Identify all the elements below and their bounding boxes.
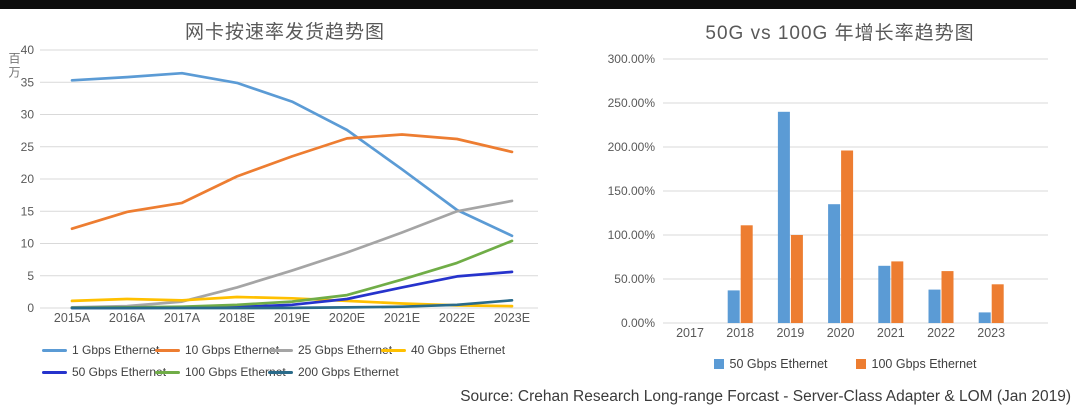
x-tick-label: 2023E [494,311,530,325]
legend-item-200-gbps-ethernet: 200 Gbps Ethernet [268,365,399,379]
legend-swatch-50-gbps-ethernet [42,370,67,374]
y-tick-label: 50.00% [614,272,655,286]
bar-50-gbps-ethernet-2023 [978,312,991,323]
y-tick-label: 20 [21,172,35,186]
legend-swatch-25-gbps-ethernet [268,348,293,352]
y-tick-label: 0.00% [621,316,655,330]
x-tick-label: 2023 [977,326,1005,340]
bar-50-gbps-ethernet-2022 [928,289,941,323]
legend-label: 100 Gbps Ethernet [185,365,286,379]
bar-50-gbps-ethernet-2021 [878,265,891,323]
y-tick-label: 30 [21,108,35,122]
x-tick-label: 2019 [776,326,804,340]
legend-item-10-gbps-ethernet: 10 Gbps Ethernet [155,343,279,357]
legend-swatch-200-gbps-ethernet [268,370,293,374]
line-25-gbps-ethernet [70,199,514,309]
x-tick-label: 2015A [54,311,91,325]
y-tick-label: 40 [21,43,35,57]
legend-label: 200 Gbps Ethernet [298,365,399,379]
bar-50-gbps-ethernet-2019 [777,111,790,323]
legend-label: 100 Gbps Ethernet [871,356,977,371]
legend-swatch-10-gbps-ethernet [155,348,180,352]
y-tick-label: 35 [21,75,35,89]
x-tick-label: 2017A [164,311,201,325]
y-tick-label: 10 [21,237,35,251]
left-chart-title: 网卡按速率发货趋势图 [184,22,385,43]
legend-item-100-gbps-ethernet: 100 Gbps Ethernet [155,365,286,379]
legend-item-100-gbps-ethernet: 100 Gbps Ethernet [855,356,977,371]
legend-swatch-1-gbps-ethernet [42,348,67,352]
bar-100-gbps-ethernet-2021 [891,261,904,323]
x-tick-label: 2021E [384,311,420,325]
x-tick-label: 2017 [676,326,704,340]
legend-item-1-gbps-ethernet: 1 Gbps Ethernet [42,343,159,357]
y-tick-label: 0 [27,301,34,315]
legend-label: 25 Gbps Ethernet [298,343,393,357]
y-tick-label: 100.00% [608,228,656,242]
source-note: Source: Crehan Research Long-range Forca… [460,388,1071,405]
left-chart-y-axis-unit-label: 百万 [7,52,21,80]
line-10-gbps-ethernet [70,133,514,231]
x-tick-label: 2020E [329,311,365,325]
legend-label: 50 Gbps Ethernet [729,356,828,371]
legend-label: 40 Gbps Ethernet [411,343,506,357]
left-chart-legend: 1 Gbps Ethernet 10 Gbps Ethernet 25 Gbps E… [42,343,512,379]
line-1-gbps-ethernet [70,71,514,238]
x-tick-label: 2021 [877,326,905,340]
y-tick-label: 15 [21,204,35,218]
legend-item-40-gbps-ethernet: 40 Gbps Ethernet [381,343,505,357]
right-chart-title: 50G vs 100G 年增长率趋势图 [705,23,975,44]
x-tick-label: 2018 [726,326,754,340]
right-chart-legend: 50 Gbps Ethernet 100 Gbps Ethernet [640,356,1050,371]
legend-item-50-gbps-ethernet: 50 Gbps Ethernet [42,365,166,379]
x-tick-label: 2016A [109,311,146,325]
bar-100-gbps-ethernet-2023 [991,284,1004,323]
legend-label: 10 Gbps Ethernet [185,343,280,357]
x-tick-label: 2020 [827,326,855,340]
bar-100-gbps-ethernet-2022 [941,271,954,323]
legend-swatch-100-gbps-ethernet [855,358,866,369]
x-tick-label: 2019E [274,311,310,325]
y-tick-label: 150.00% [608,184,656,198]
y-tick-label: 200.00% [608,140,656,154]
y-tick-label: 25 [21,140,35,154]
y-tick-label: 250.00% [608,96,656,110]
legend-label: 50 Gbps Ethernet [72,365,167,379]
y-tick-label: 300.00% [608,52,656,66]
bar-100-gbps-ethernet-2018 [740,225,753,323]
legend-swatch-100-gbps-ethernet [155,370,180,374]
legend-swatch-40-gbps-ethernet [381,348,406,352]
bar-100-gbps-ethernet-2020 [841,150,854,323]
legend-item-25-gbps-ethernet: 25 Gbps Ethernet [268,343,392,357]
y-tick-label: 5 [27,269,34,283]
x-tick-label: 2018E [219,311,255,325]
bar-50-gbps-ethernet-2020 [828,204,841,323]
x-tick-label: 2022E [439,311,475,325]
bar-100-gbps-ethernet-2019 [790,235,803,323]
top-black-bar [0,0,1076,9]
bar-50-gbps-ethernet-2018 [727,290,740,323]
line-200-gbps-ethernet [70,298,514,310]
legend-item-50-gbps-ethernet: 50 Gbps Ethernet [713,356,828,371]
x-tick-label: 2022 [927,326,955,340]
legend-label: 1 Gbps Ethernet [72,343,160,357]
legend-swatch-50-gbps-ethernet [713,358,724,369]
